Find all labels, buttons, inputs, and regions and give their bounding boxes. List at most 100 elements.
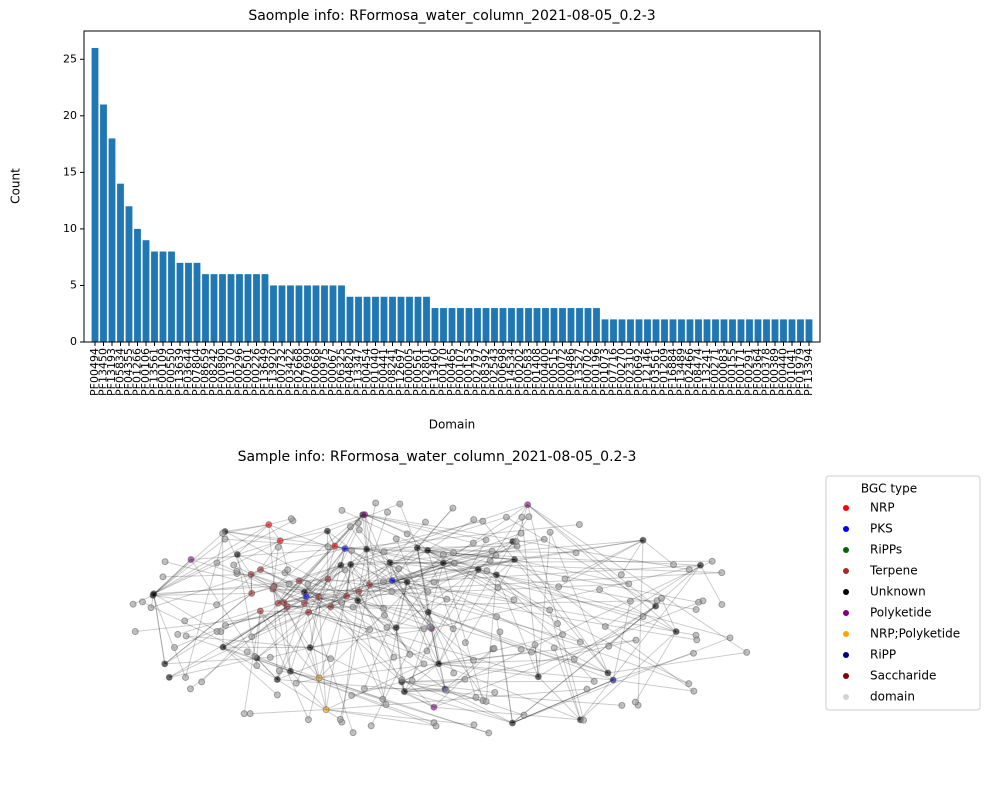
node [381, 605, 387, 611]
bar [585, 308, 592, 342]
node [389, 578, 395, 584]
node [686, 681, 692, 687]
node [254, 663, 260, 669]
node [633, 637, 639, 643]
node [425, 609, 431, 615]
node [389, 588, 395, 594]
node [597, 586, 603, 592]
y-tick-label: 10 [63, 222, 77, 235]
node [492, 689, 498, 695]
node [247, 711, 253, 717]
node [234, 551, 240, 557]
bar [466, 308, 473, 342]
bar [211, 274, 218, 342]
bar [780, 319, 787, 342]
bar [347, 297, 354, 342]
node [393, 536, 399, 542]
node [640, 537, 646, 543]
node [139, 599, 145, 605]
node [519, 514, 525, 520]
node [305, 581, 311, 587]
node [605, 670, 611, 676]
node [397, 501, 403, 507]
node [222, 622, 228, 628]
node [484, 568, 490, 574]
bar [542, 308, 549, 342]
legend-marker [843, 589, 849, 595]
bar [134, 229, 141, 342]
node [425, 589, 431, 595]
node [422, 519, 428, 525]
node [440, 551, 446, 557]
node [673, 629, 679, 635]
node [305, 717, 311, 723]
edge [257, 612, 309, 658]
node [444, 596, 450, 602]
legend-label: NRP [870, 501, 895, 515]
node [602, 624, 608, 630]
bar [100, 105, 107, 342]
node [252, 654, 258, 660]
node [303, 594, 309, 600]
edge [269, 525, 274, 587]
bar [236, 274, 243, 342]
node [316, 675, 322, 681]
legend-marker [843, 631, 849, 637]
node [494, 614, 500, 620]
bar [704, 319, 711, 342]
node [573, 550, 579, 556]
edge [638, 540, 643, 705]
bar [440, 308, 447, 342]
node [248, 571, 254, 577]
node [451, 560, 457, 566]
node [671, 562, 677, 568]
bar [338, 285, 345, 342]
y-tick-label: 5 [70, 278, 77, 291]
node [344, 593, 350, 599]
node [350, 730, 356, 736]
bar [644, 319, 651, 342]
node [175, 631, 181, 637]
node [483, 698, 489, 704]
bar [160, 252, 167, 342]
bar [653, 319, 660, 342]
node [160, 574, 166, 580]
node [471, 722, 477, 728]
node [284, 604, 290, 610]
bar [772, 319, 779, 342]
node [380, 696, 386, 702]
node [532, 642, 538, 648]
node [727, 635, 733, 641]
bar [219, 274, 226, 342]
node [241, 711, 247, 717]
node [547, 529, 553, 535]
node [529, 649, 535, 655]
node [214, 629, 220, 635]
node [475, 566, 481, 572]
bar [500, 308, 507, 342]
bar [559, 308, 566, 342]
y-tick-label: 25 [63, 52, 77, 65]
bar [508, 308, 515, 342]
node [409, 677, 415, 683]
bar [185, 263, 192, 342]
legend-label: NRP;Polyketide [870, 627, 960, 641]
node [342, 546, 348, 552]
node [288, 516, 294, 522]
node [349, 548, 355, 554]
bar [789, 319, 796, 342]
node [551, 645, 557, 651]
bar [228, 274, 235, 342]
node [274, 677, 280, 683]
node [547, 607, 553, 613]
node [576, 521, 582, 527]
bar [423, 297, 430, 342]
bar [126, 206, 133, 342]
node [619, 702, 625, 708]
bar [143, 240, 150, 342]
bar [797, 319, 804, 342]
node [627, 598, 633, 604]
node [606, 643, 612, 649]
node [356, 527, 362, 533]
node [518, 646, 524, 652]
